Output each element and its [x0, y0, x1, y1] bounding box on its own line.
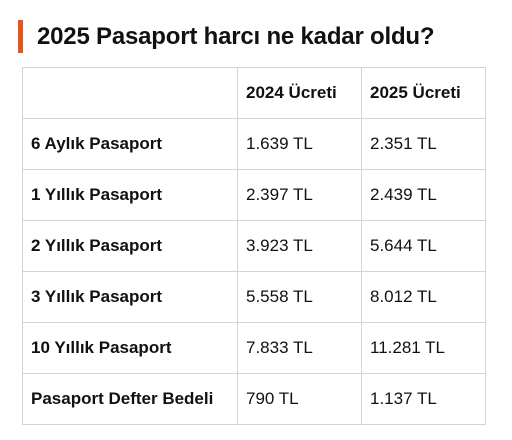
row-label: 2 Yıllık Pasaport [22, 220, 238, 272]
fee-2025-cell: 8.012 TL [361, 271, 486, 323]
page-title: 2025 Pasaport harcı ne kadar oldu? [37, 22, 435, 50]
table-row: 3 Yıllık Pasaport 5.558 TL 8.012 TL [22, 271, 486, 323]
header-cell-empty [22, 67, 238, 119]
page-heading: 2025 Pasaport harcı ne kadar oldu? [18, 20, 435, 53]
row-label: 3 Yıllık Pasaport [22, 271, 238, 323]
fee-2025-cell: 5.644 TL [361, 220, 486, 272]
fee-2025-cell: 2.439 TL [361, 169, 486, 221]
header-cell-2024-fee: 2024 Ücreti [237, 67, 362, 119]
fee-2024-cell: 3.923 TL [237, 220, 362, 272]
table-row: 6 Aylık Pasaport 1.639 TL 2.351 TL [22, 118, 486, 170]
fee-2024-cell: 1.639 TL [237, 118, 362, 170]
fee-2025-cell: 2.351 TL [361, 118, 486, 170]
fee-2024-cell: 2.397 TL [237, 169, 362, 221]
fee-2024-cell: 790 TL [237, 373, 362, 425]
row-label: 6 Aylık Pasaport [22, 118, 238, 170]
fee-2025-cell: 11.281 TL [361, 322, 486, 374]
table-row: 2 Yıllık Pasaport 3.923 TL 5.644 TL [22, 220, 486, 272]
fee-2025-cell: 1.137 TL [361, 373, 486, 425]
table-row: Pasaport Defter Bedeli 790 TL 1.137 TL [22, 373, 486, 425]
row-label: Pasaport Defter Bedeli [22, 373, 238, 425]
fee-2024-cell: 5.558 TL [237, 271, 362, 323]
row-label: 1 Yıllık Pasaport [22, 169, 238, 221]
table-row: 1 Yıllık Pasaport 2.397 TL 2.439 TL [22, 169, 486, 221]
heading-accent-bar [18, 20, 23, 53]
table-header-row: 2024 Ücreti 2025 Ücreti [22, 67, 486, 119]
row-label: 10 Yıllık Pasaport [22, 322, 238, 374]
fee-2024-cell: 7.833 TL [237, 322, 362, 374]
table-row: 10 Yıllık Pasaport 7.833 TL 11.281 TL [22, 322, 486, 374]
passport-fee-table: 2024 Ücreti 2025 Ücreti 6 Aylık Pasaport… [22, 67, 486, 425]
header-cell-2025-fee: 2025 Ücreti [361, 67, 486, 119]
